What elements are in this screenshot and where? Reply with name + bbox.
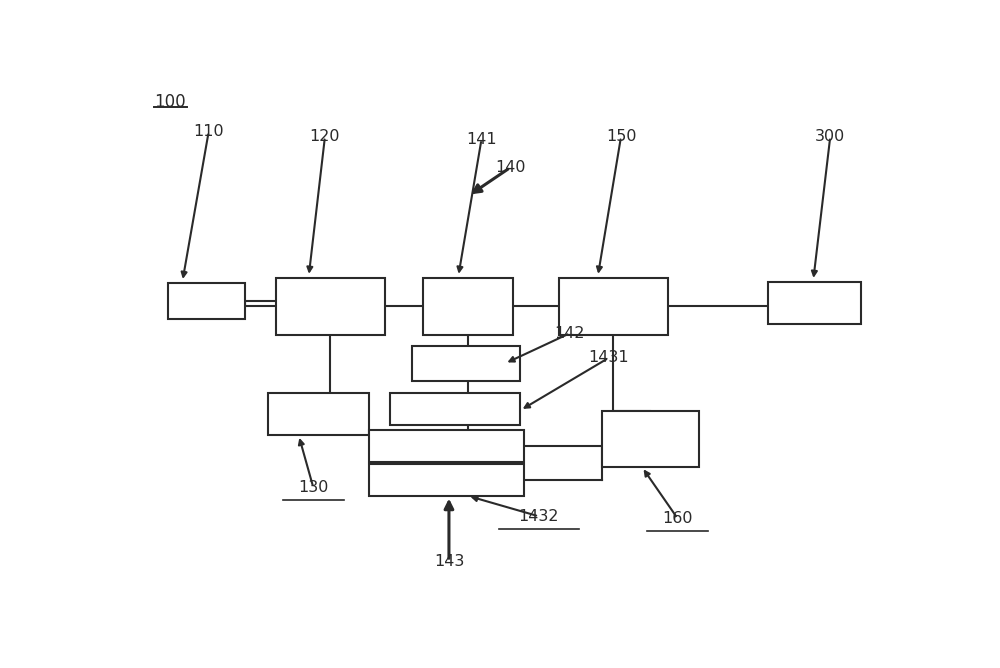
- Text: 150: 150: [606, 129, 636, 144]
- Bar: [602, 411, 698, 467]
- Bar: [369, 464, 524, 496]
- Bar: [423, 278, 512, 335]
- Text: 140: 140: [495, 160, 525, 175]
- Text: 100: 100: [154, 93, 186, 111]
- Bar: [168, 283, 245, 319]
- Text: 1432: 1432: [519, 509, 559, 524]
- Text: 120: 120: [310, 129, 340, 144]
- Bar: [559, 278, 668, 335]
- Text: 110: 110: [193, 124, 224, 139]
- Text: 130: 130: [298, 480, 329, 495]
- Text: 300: 300: [815, 129, 845, 144]
- Bar: [768, 283, 861, 325]
- Text: 160: 160: [662, 511, 693, 526]
- Bar: [276, 278, 385, 335]
- Bar: [369, 430, 524, 462]
- Text: 143: 143: [434, 554, 464, 568]
- Text: 141: 141: [466, 132, 497, 147]
- Bar: [412, 346, 520, 381]
- Text: 142: 142: [555, 326, 585, 341]
- Bar: [268, 393, 369, 435]
- Text: 1431: 1431: [588, 351, 629, 365]
- Bar: [390, 393, 520, 425]
